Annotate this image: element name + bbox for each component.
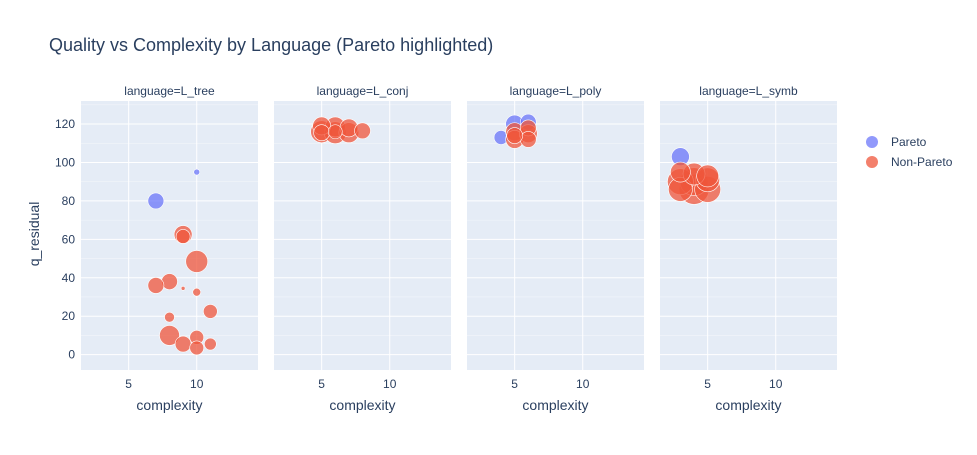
legend-label: Pareto: [891, 135, 927, 149]
non-pareto-point[interactable]: [189, 340, 205, 356]
legend[interactable]: Pareto Non-Pareto: [866, 135, 953, 169]
facet-label: language=L_conj: [317, 84, 409, 98]
non-pareto-point[interactable]: [670, 161, 691, 183]
x-tick-label: 10: [769, 377, 783, 391]
legend-label: Non-Pareto: [891, 155, 953, 169]
x-axis-label: complexity: [329, 397, 395, 413]
legend-marker: [866, 136, 878, 148]
facet-panels: language=L_tree 5 10 complexity 0 20 40 60 80 100…: [55, 84, 837, 413]
x-tick-label: 5: [125, 377, 132, 391]
facet-panel: language=L_tree 5 10 complexity 0 20 40 60 80 100…: [55, 84, 258, 413]
non-pareto-point[interactable]: [327, 124, 343, 140]
non-pareto-point[interactable]: [204, 337, 217, 351]
y-tick-label: 100: [55, 155, 75, 169]
y-tick-label: 0: [68, 348, 75, 362]
non-pareto-point[interactable]: [203, 304, 218, 319]
x-tick-label: 5: [511, 377, 518, 391]
non-pareto-point[interactable]: [147, 277, 165, 294]
y-tick-label: 20: [62, 309, 76, 323]
non-pareto-point[interactable]: [180, 286, 186, 291]
x-axis-label: complexity: [715, 397, 781, 413]
non-pareto-point[interactable]: [185, 250, 209, 273]
y-axis-label: q_residual: [26, 202, 42, 267]
plot-background: [467, 101, 644, 370]
chart-title: Quality vs Complexity by Language (Paret…: [49, 35, 493, 55]
non-pareto-point[interactable]: [159, 325, 180, 346]
non-pareto-point[interactable]: [175, 229, 191, 244]
facet-panel: language=L_poly 5 10 complexity: [467, 84, 644, 413]
x-tick-label: 10: [190, 377, 204, 391]
non-pareto-point[interactable]: [354, 122, 371, 140]
non-pareto-point[interactable]: [174, 335, 192, 353]
non-pareto-point[interactable]: [313, 124, 330, 142]
x-tick-label: 5: [318, 377, 325, 391]
facet-panel: language=L_conj 5 10 complexity: [274, 84, 451, 413]
non-pareto-point[interactable]: [696, 164, 719, 188]
facet-label: language=L_symb: [699, 84, 798, 98]
y-tick-label: 40: [62, 271, 76, 285]
facet-panel: language=L_symb 5 10 complexity: [660, 84, 837, 413]
plot-background: [274, 101, 451, 370]
y-tick-label: 80: [62, 194, 76, 208]
plot-background: [660, 101, 837, 370]
pareto-point[interactable]: [147, 192, 165, 210]
x-tick-label: 10: [383, 377, 397, 391]
non-pareto-point[interactable]: [506, 127, 523, 144]
y-tick-label: 60: [62, 232, 76, 246]
legend-item[interactable]: Pareto: [866, 135, 927, 149]
pareto-point[interactable]: [193, 168, 201, 176]
x-axis-label: complexity: [522, 397, 588, 413]
x-axis-label: complexity: [136, 397, 202, 413]
facet-label: language=L_tree: [124, 84, 215, 98]
y-tick-label: 120: [55, 117, 75, 131]
legend-item[interactable]: Non-Pareto: [866, 155, 953, 169]
non-pareto-point[interactable]: [192, 287, 202, 297]
legend-marker: [866, 156, 878, 168]
facet-label: language=L_poly: [510, 84, 602, 98]
non-pareto-point[interactable]: [164, 311, 175, 323]
x-tick-label: 5: [704, 377, 711, 391]
x-tick-label: 10: [576, 377, 590, 391]
